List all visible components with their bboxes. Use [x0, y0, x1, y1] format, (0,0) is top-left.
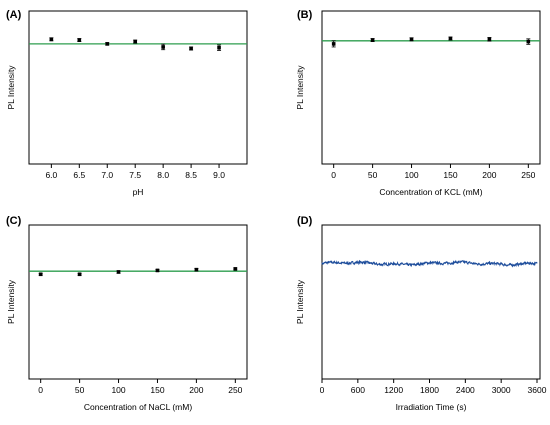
- panel-label: (B): [297, 9, 313, 21]
- data-point: [194, 267, 199, 272]
- plot-frame: [28, 224, 248, 380]
- panel-1: (A) 6.0 6.5 7.0 7.5 8.0 8.5 9.0 pH PL Intensity: [6, 9, 248, 197]
- plot-frame: [28, 10, 248, 165]
- x-tick-label: 8.0: [157, 170, 169, 180]
- x-tick-label: 1800: [420, 385, 439, 395]
- data-point: [526, 39, 531, 44]
- panel-label: (A): [6, 9, 22, 21]
- x-tick-label: 2400: [456, 385, 475, 395]
- x-tick-label: 250: [521, 170, 535, 180]
- x-tick-label: 100: [404, 170, 418, 180]
- x-tick-label: 600: [351, 385, 365, 395]
- data-point: [409, 37, 414, 42]
- data-point: [331, 42, 336, 46]
- x-tick-label: 6.0: [45, 170, 57, 180]
- x-tick-label: 7.0: [101, 170, 113, 180]
- x-tick-label: 9.0: [213, 170, 225, 180]
- plot-frame: [321, 10, 541, 165]
- x-tick-label: 7.5: [129, 170, 141, 180]
- x-tick-label: 50: [75, 385, 85, 395]
- x-axis-label: pH: [133, 187, 144, 197]
- data-point: [161, 45, 165, 49]
- data-point: [189, 46, 193, 51]
- pl-trace: [321, 259, 538, 268]
- data-point: [487, 37, 492, 42]
- plot-frame: [321, 224, 541, 380]
- x-tick-label: 50: [368, 170, 378, 180]
- data-point: [133, 39, 138, 44]
- panel-4: (D) 0 600 1200 1800 2400 3000 3600 Irradiation T…: [295, 215, 547, 412]
- x-tick-label: 8.5: [185, 170, 197, 180]
- data-point: [77, 272, 82, 277]
- x-tick-label: 0: [331, 170, 336, 180]
- x-tick-label: 100: [111, 385, 125, 395]
- x-axis-label: Concentration of NaCL (mM): [84, 402, 193, 412]
- panel-label: (D): [297, 215, 313, 227]
- x-tick-label: 6.5: [73, 170, 85, 180]
- x-tick-label: 150: [150, 385, 164, 395]
- x-axis-label: Irradiation Time (s): [396, 402, 467, 412]
- data-point: [233, 267, 238, 271]
- data-point: [155, 268, 160, 273]
- y-axis-label: PL Intensity: [295, 65, 305, 110]
- panel-label: (C): [6, 215, 22, 227]
- y-axis-label: PL Intensity: [6, 279, 16, 324]
- y-axis-label: PL Intensity: [6, 65, 16, 110]
- x-tick-label: 1200: [384, 385, 403, 395]
- x-tick-label: 150: [443, 170, 457, 180]
- x-tick-label: 0: [38, 385, 43, 395]
- y-axis-label: PL Intensity: [295, 279, 305, 324]
- x-tick-label: 3600: [528, 385, 547, 395]
- data-point: [370, 38, 375, 42]
- panel-3: (C) 0 50 100 150 200 250 Concentration of NaCL …: [6, 215, 248, 412]
- data-point: [38, 272, 43, 277]
- x-tick-label: 200: [482, 170, 496, 180]
- data-point: [49, 37, 54, 42]
- data-point: [77, 38, 82, 42]
- x-axis-label: Concentration of KCL (mM): [379, 187, 482, 197]
- data-point: [116, 270, 121, 274]
- panel-2: (B) 0 50 100 150 200 250 Concentration of KCL (…: [295, 9, 541, 197]
- x-tick-label: 200: [189, 385, 203, 395]
- x-tick-label: 0: [320, 385, 325, 395]
- x-tick-label: 250: [228, 385, 242, 395]
- x-tick-label: 3000: [492, 385, 511, 395]
- data-point: [448, 36, 453, 41]
- data-point: [217, 45, 221, 50]
- data-point: [105, 42, 110, 46]
